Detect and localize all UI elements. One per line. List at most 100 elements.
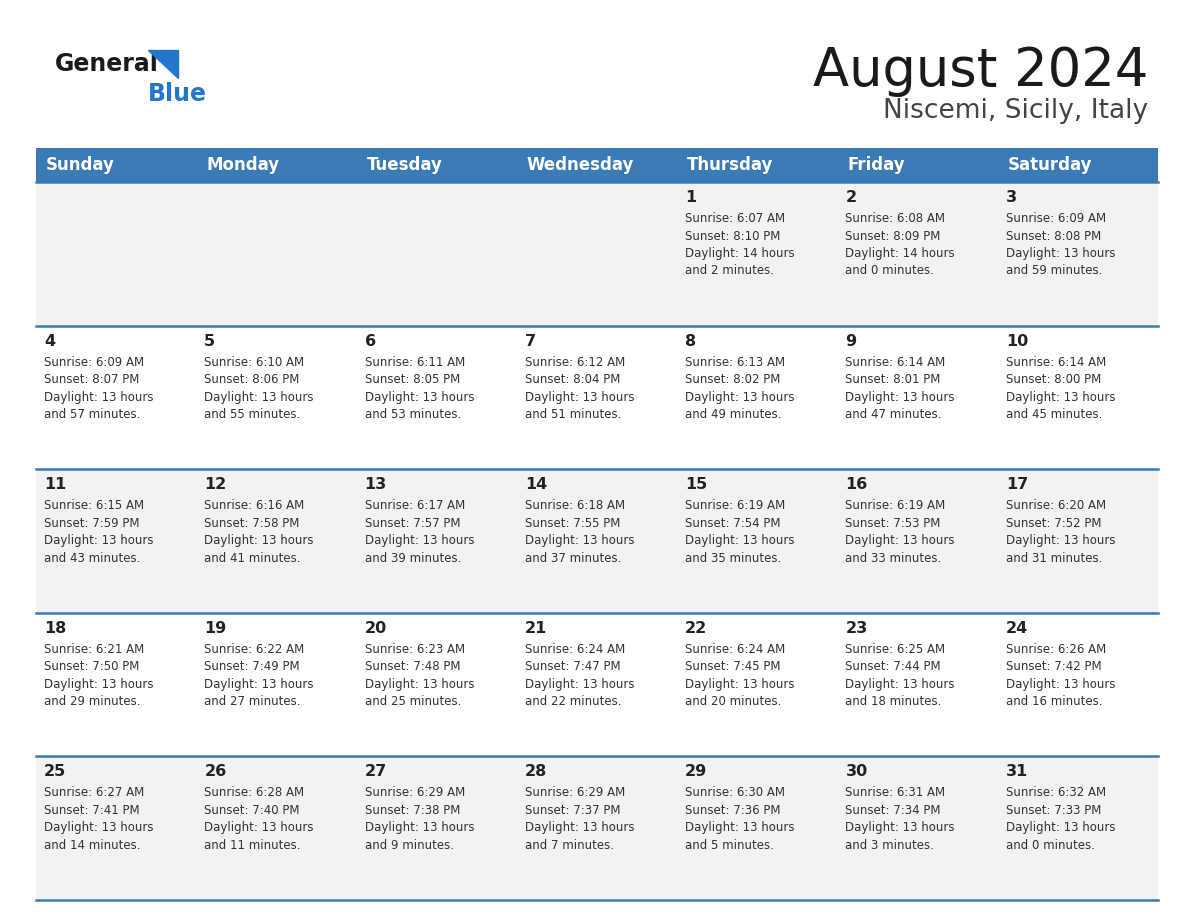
- Text: Sunset: 7:47 PM: Sunset: 7:47 PM: [525, 660, 620, 673]
- Text: Sunset: 8:08 PM: Sunset: 8:08 PM: [1006, 230, 1101, 242]
- Text: Sunrise: 6:27 AM: Sunrise: 6:27 AM: [44, 787, 144, 800]
- Bar: [36, 148, 1158, 182]
- Text: Sunset: 8:10 PM: Sunset: 8:10 PM: [685, 230, 781, 242]
- Text: 29: 29: [685, 765, 707, 779]
- Text: Daylight: 13 hours: Daylight: 13 hours: [1006, 534, 1116, 547]
- Text: 9: 9: [846, 333, 857, 349]
- Text: Sunrise: 6:29 AM: Sunrise: 6:29 AM: [525, 787, 625, 800]
- Text: Monday: Monday: [207, 156, 279, 174]
- Text: 27: 27: [365, 765, 387, 779]
- Text: 2: 2: [846, 190, 857, 205]
- Text: Daylight: 13 hours: Daylight: 13 hours: [846, 677, 955, 691]
- Text: 21: 21: [525, 621, 548, 636]
- Bar: [36, 613, 1158, 756]
- Text: Sunrise: 6:31 AM: Sunrise: 6:31 AM: [846, 787, 946, 800]
- Text: Sunset: 7:58 PM: Sunset: 7:58 PM: [204, 517, 299, 530]
- Text: Sunrise: 6:14 AM: Sunrise: 6:14 AM: [1006, 355, 1106, 369]
- Text: Friday: Friday: [847, 156, 905, 174]
- Text: Sunset: 8:04 PM: Sunset: 8:04 PM: [525, 373, 620, 386]
- Text: Sunrise: 6:28 AM: Sunrise: 6:28 AM: [204, 787, 304, 800]
- Text: Sunrise: 6:08 AM: Sunrise: 6:08 AM: [846, 212, 946, 225]
- Text: Tuesday: Tuesday: [367, 156, 442, 174]
- Text: Sunrise: 6:30 AM: Sunrise: 6:30 AM: [685, 787, 785, 800]
- Text: 3: 3: [1006, 190, 1017, 205]
- Text: Sunrise: 6:26 AM: Sunrise: 6:26 AM: [1006, 643, 1106, 655]
- Text: Sunrise: 6:22 AM: Sunrise: 6:22 AM: [204, 643, 304, 655]
- Text: General: General: [55, 52, 159, 76]
- Text: and 0 minutes.: and 0 minutes.: [1006, 839, 1094, 852]
- Text: Daylight: 13 hours: Daylight: 13 hours: [846, 390, 955, 404]
- Text: 19: 19: [204, 621, 227, 636]
- Text: Sunset: 7:50 PM: Sunset: 7:50 PM: [44, 660, 139, 673]
- Text: Daylight: 13 hours: Daylight: 13 hours: [1006, 822, 1116, 834]
- Text: Sunrise: 6:25 AM: Sunrise: 6:25 AM: [846, 643, 946, 655]
- Text: 31: 31: [1006, 765, 1028, 779]
- Text: Daylight: 13 hours: Daylight: 13 hours: [44, 534, 153, 547]
- Text: and 31 minutes.: and 31 minutes.: [1006, 552, 1102, 565]
- Text: 5: 5: [204, 333, 215, 349]
- Text: Sunrise: 6:17 AM: Sunrise: 6:17 AM: [365, 499, 465, 512]
- Text: and 11 minutes.: and 11 minutes.: [204, 839, 301, 852]
- Text: Sunset: 7:49 PM: Sunset: 7:49 PM: [204, 660, 299, 673]
- Text: Daylight: 13 hours: Daylight: 13 hours: [1006, 390, 1116, 404]
- Text: Daylight: 13 hours: Daylight: 13 hours: [685, 534, 795, 547]
- Text: Daylight: 13 hours: Daylight: 13 hours: [204, 390, 314, 404]
- Text: Sunset: 7:55 PM: Sunset: 7:55 PM: [525, 517, 620, 530]
- Text: Sunrise: 6:23 AM: Sunrise: 6:23 AM: [365, 643, 465, 655]
- Text: Sunrise: 6:19 AM: Sunrise: 6:19 AM: [846, 499, 946, 512]
- Text: and 3 minutes.: and 3 minutes.: [846, 839, 934, 852]
- Text: Sunrise: 6:18 AM: Sunrise: 6:18 AM: [525, 499, 625, 512]
- Text: Sunrise: 6:09 AM: Sunrise: 6:09 AM: [1006, 212, 1106, 225]
- Text: Sunset: 7:52 PM: Sunset: 7:52 PM: [1006, 517, 1101, 530]
- Text: Sunset: 7:33 PM: Sunset: 7:33 PM: [1006, 804, 1101, 817]
- Text: Sunset: 7:45 PM: Sunset: 7:45 PM: [685, 660, 781, 673]
- Text: Sunset: 8:06 PM: Sunset: 8:06 PM: [204, 373, 299, 386]
- Text: Sunset: 8:09 PM: Sunset: 8:09 PM: [846, 230, 941, 242]
- Text: Daylight: 13 hours: Daylight: 13 hours: [44, 390, 153, 404]
- Text: Daylight: 13 hours: Daylight: 13 hours: [365, 677, 474, 691]
- Text: Daylight: 13 hours: Daylight: 13 hours: [525, 677, 634, 691]
- Text: 26: 26: [204, 765, 227, 779]
- Text: 15: 15: [685, 477, 707, 492]
- Text: and 7 minutes.: and 7 minutes.: [525, 839, 614, 852]
- Text: Sunset: 7:37 PM: Sunset: 7:37 PM: [525, 804, 620, 817]
- Text: Sunset: 8:00 PM: Sunset: 8:00 PM: [1006, 373, 1101, 386]
- Bar: [36, 469, 1158, 613]
- Text: Daylight: 14 hours: Daylight: 14 hours: [685, 247, 795, 260]
- Text: and 53 minutes.: and 53 minutes.: [365, 409, 461, 421]
- Text: Daylight: 13 hours: Daylight: 13 hours: [525, 822, 634, 834]
- Text: Sunset: 8:05 PM: Sunset: 8:05 PM: [365, 373, 460, 386]
- Text: Sunrise: 6:24 AM: Sunrise: 6:24 AM: [525, 643, 625, 655]
- Text: Sunset: 8:01 PM: Sunset: 8:01 PM: [846, 373, 941, 386]
- Text: Daylight: 13 hours: Daylight: 13 hours: [204, 822, 314, 834]
- Text: Sunset: 7:59 PM: Sunset: 7:59 PM: [44, 517, 139, 530]
- Text: 7: 7: [525, 333, 536, 349]
- Text: 17: 17: [1006, 477, 1028, 492]
- Text: and 9 minutes.: and 9 minutes.: [365, 839, 454, 852]
- Text: Sunrise: 6:14 AM: Sunrise: 6:14 AM: [846, 355, 946, 369]
- Text: Sunset: 7:41 PM: Sunset: 7:41 PM: [44, 804, 140, 817]
- Text: 16: 16: [846, 477, 867, 492]
- Polygon shape: [148, 50, 178, 78]
- Text: Sunrise: 6:24 AM: Sunrise: 6:24 AM: [685, 643, 785, 655]
- Text: Sunrise: 6:16 AM: Sunrise: 6:16 AM: [204, 499, 304, 512]
- Text: and 55 minutes.: and 55 minutes.: [204, 409, 301, 421]
- Text: Daylight: 13 hours: Daylight: 13 hours: [685, 822, 795, 834]
- Text: and 49 minutes.: and 49 minutes.: [685, 409, 782, 421]
- Bar: [36, 326, 1158, 469]
- Text: and 2 minutes.: and 2 minutes.: [685, 264, 775, 277]
- Text: and 14 minutes.: and 14 minutes.: [44, 839, 140, 852]
- Text: Sunrise: 6:07 AM: Sunrise: 6:07 AM: [685, 212, 785, 225]
- Text: Sunrise: 6:10 AM: Sunrise: 6:10 AM: [204, 355, 304, 369]
- Text: Daylight: 14 hours: Daylight: 14 hours: [846, 247, 955, 260]
- Text: Niscemi, Sicily, Italy: Niscemi, Sicily, Italy: [883, 98, 1148, 124]
- Text: and 39 minutes.: and 39 minutes.: [365, 552, 461, 565]
- Text: Daylight: 13 hours: Daylight: 13 hours: [525, 390, 634, 404]
- Text: 14: 14: [525, 477, 548, 492]
- Text: Daylight: 13 hours: Daylight: 13 hours: [846, 534, 955, 547]
- Text: and 43 minutes.: and 43 minutes.: [44, 552, 140, 565]
- Text: Sunrise: 6:20 AM: Sunrise: 6:20 AM: [1006, 499, 1106, 512]
- Text: and 18 minutes.: and 18 minutes.: [846, 695, 942, 709]
- Text: and 35 minutes.: and 35 minutes.: [685, 552, 782, 565]
- Text: and 47 minutes.: and 47 minutes.: [846, 409, 942, 421]
